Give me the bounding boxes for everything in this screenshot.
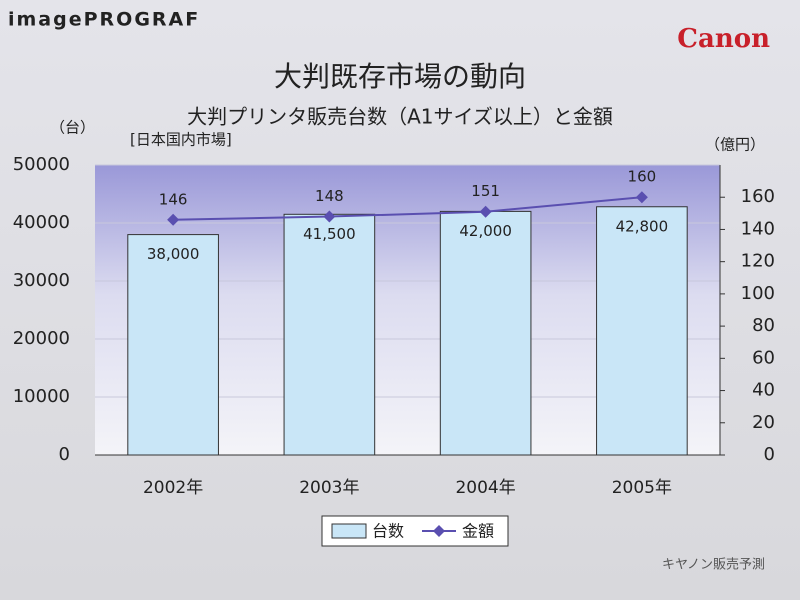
- y2-tick-label: 20: [752, 412, 775, 433]
- legend-swatch: [331, 523, 367, 539]
- chart-title: 大判既存市場の動向: [274, 60, 526, 93]
- marker: [635, 191, 648, 204]
- x-tick-label: 2004年: [455, 478, 515, 498]
- legend-label: 台数: [372, 522, 404, 541]
- y-axis-label: （台）: [50, 119, 95, 137]
- x-tick-label: 2002年: [143, 478, 203, 498]
- note: [日本国内市場]: [130, 131, 232, 149]
- y2-tick-label: 40: [752, 380, 775, 401]
- y-tick-label: 50000: [13, 154, 70, 175]
- bar: [439, 210, 532, 456]
- line-value-label: 151: [471, 182, 500, 200]
- y-tick-label: 20000: [13, 328, 70, 349]
- line-value-label: 160: [628, 168, 657, 186]
- logo: Canon: [677, 24, 770, 54]
- bar: [596, 206, 688, 456]
- y2-tick-label: 140: [741, 218, 775, 239]
- x-tick-label: 2003年: [299, 478, 359, 498]
- y-tick-label: 10000: [13, 386, 70, 407]
- brand: imagePROGRAF: [8, 9, 200, 31]
- bar-value-label: 42,000: [459, 222, 512, 240]
- bar: [283, 213, 376, 456]
- line-value-label: 148: [315, 187, 344, 205]
- y2-tick-label: 120: [741, 251, 775, 272]
- y2-tick-label: 60: [752, 347, 775, 368]
- y2-axis-label: （億円）: [705, 136, 765, 154]
- bar-value-label: 42,800: [616, 217, 669, 235]
- y-tick-label: 40000: [13, 212, 70, 233]
- y2-tick-label: 0: [764, 444, 775, 465]
- line-value-label: 146: [159, 190, 188, 208]
- marker: [167, 213, 180, 226]
- subtitle: 大判プリンタ販売台数（A1サイズ以上）と金額: [187, 105, 613, 129]
- bar-value-label: 41,500: [303, 225, 356, 243]
- y2-tick-label: 100: [741, 283, 775, 304]
- y2-tick-label: 160: [741, 186, 775, 207]
- source: キヤノン販売予測: [662, 557, 765, 573]
- line: [173, 196, 642, 221]
- bar-value-label: 38,000: [147, 245, 200, 263]
- y2-tick-label: 80: [752, 315, 775, 336]
- legend-label: 金額: [462, 522, 494, 541]
- bar: [127, 234, 219, 456]
- legend-marker: [433, 525, 445, 537]
- marker: [323, 210, 336, 223]
- y-tick-label: 30000: [13, 270, 70, 291]
- x-tick-label: 2005年: [612, 478, 672, 498]
- y-tick-label: 0: [59, 444, 70, 465]
- marker: [479, 205, 492, 218]
